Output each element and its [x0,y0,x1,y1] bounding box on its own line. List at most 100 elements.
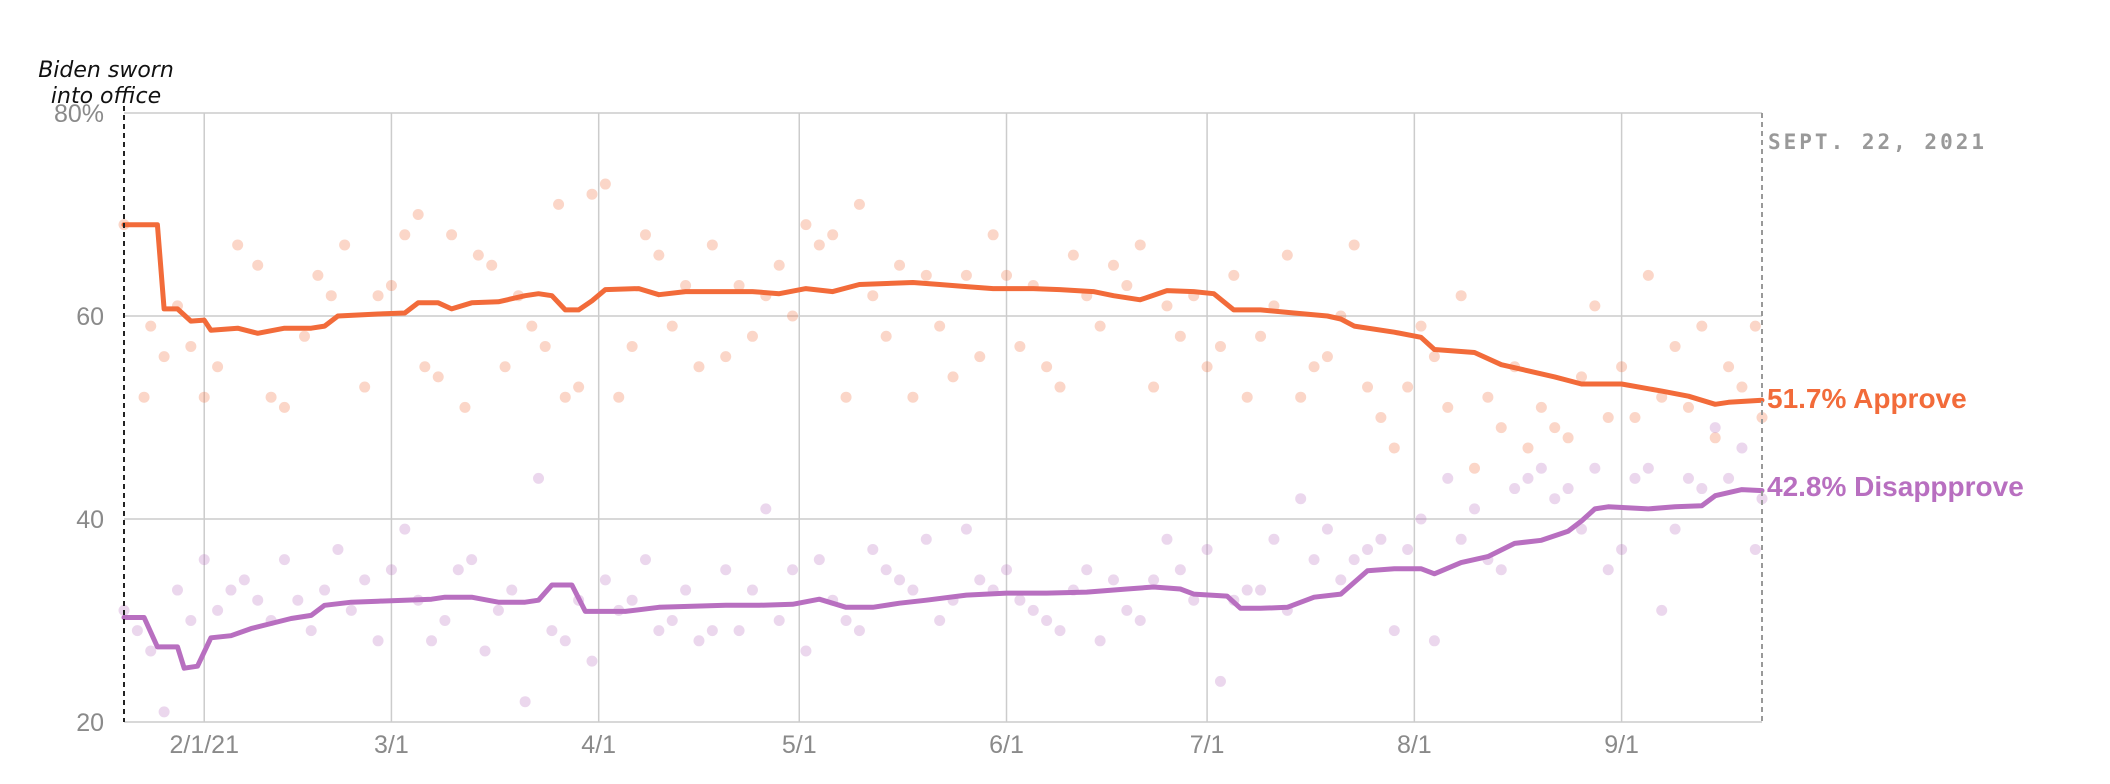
axis-ticks: 20 40 60 80% 2/1/21 3/1 4/1 5/1 6/1 7/1 8/1 9/1 [54,100,1639,759]
approve-poll-dot [974,351,986,363]
approve-poll-dot [1656,391,1668,403]
approve-poll-dot [325,290,337,302]
disapprove-poll-dot [533,472,545,484]
disapprove-poll-dot [479,645,491,657]
disapprove-end-label: 42.8% Disappprove [1767,471,2024,502]
disapprove-poll-dot [586,655,598,667]
approve-poll-dot [800,219,812,231]
disapprove-poll-dot [1308,554,1320,566]
approve-poll-dot [1281,249,1293,261]
approve-poll-dot [1402,381,1414,393]
approve-poll-dot [1214,340,1226,352]
trend-lines [121,222,1765,671]
current-date-label: SEPT. 22, 2021 [1768,130,1987,154]
approve-poll-dot [1616,361,1628,373]
approve-poll-dot [840,391,852,403]
disapprove-poll-dot [1442,472,1454,484]
disapprove-poll-dot [158,706,170,718]
disapprove-poll-dot [1709,422,1721,434]
disapprove-poll-dot [760,503,772,515]
x-tick-label: 8/1 [1397,731,1432,759]
disapprove-poll-dot [1656,604,1668,616]
approve-poll-dot [299,330,311,342]
disapprove-poll-dot [840,615,852,626]
disapprove-poll-dot [1535,462,1547,474]
approve-poll-dot [265,391,277,403]
disapprove-poll-dot [1415,513,1427,525]
y-tick-label: 60 [76,303,104,331]
approve-poll-dot [1736,381,1748,393]
disapprove-poll-dot [185,615,197,626]
approve-poll-dot [907,391,919,403]
disapprove-poll-dot [1148,574,1160,586]
approve-poll-dot [1589,300,1601,312]
disapprove-poll-dot [1081,564,1093,576]
disapprove-poll-dot [1188,594,1200,606]
x-tick-label: 9/1 [1604,731,1639,759]
disapprove-poll-dot [439,615,451,626]
disapprove-poll-dot [171,584,183,596]
disapprove-poll-dot [1255,584,1267,596]
inauguration-label-line1: Biden sworn [38,58,174,83]
y-tick-label: 20 [76,709,104,737]
approve-poll-dot [894,259,906,271]
approve-poll-dot [1388,442,1400,454]
disapprove-poll-dot [599,574,611,586]
disapprove-poll-dot [372,635,384,647]
disapprove-poll-dot [800,645,812,657]
approve-poll-dot [1121,280,1133,292]
approve-poll-dot [446,229,458,241]
disapprove-poll-dot [359,574,371,586]
approve-poll-dot [693,361,705,373]
poll-dots [118,178,1768,718]
approve-poll-dot [746,330,758,342]
approve-poll-dot [145,320,157,332]
approve-poll-dot [158,351,170,363]
disapprove-poll-dot [385,564,397,576]
disapprove-poll-dot [1669,523,1681,535]
approve-poll-dot [1562,432,1574,444]
disapprove-poll-dot [1509,483,1521,495]
disapprove-poll-dot [720,564,732,576]
disapprove-poll-dot [1054,625,1066,637]
disapprove-poll-dot [1214,675,1226,687]
approve-end-label: 51.7% Approve [1767,383,1967,414]
disapprove-poll-dot [934,615,946,626]
approve-poll-dot [539,340,551,352]
approve-poll-dot [472,249,484,261]
disapprove-poll-dot [278,554,290,566]
disapprove-poll-dot [292,594,304,606]
approve-poll-dot [1001,269,1013,281]
disapprove-poll-dot [131,625,143,637]
disapprove-poll-dot [225,584,237,596]
approve-poll-dot [312,269,324,281]
approve-poll-dot [1148,381,1160,393]
disapprove-poll-dot [1756,493,1768,505]
approve-poll-dot [1375,412,1387,423]
approve-poll-dot [1415,320,1427,332]
approve-poll-dot [1428,351,1440,363]
approve-poll-dot [526,320,538,332]
disapprove-poll-dot [145,645,157,657]
disapprove-poll-dot [733,625,745,637]
approve-poll-dot [212,361,224,373]
disapprove-poll-dot [813,554,825,566]
approve-poll-dot [1535,401,1547,413]
disapprove-poll-dot [1041,615,1053,626]
x-tick-label: 3/1 [374,731,409,759]
disapprove-poll-dot [653,625,665,637]
y-tick-label: 40 [76,506,104,534]
approve-poll-dot [680,280,692,292]
approve-poll-dot [1669,340,1681,352]
disapprove-poll-dot [1428,635,1440,647]
disapprove-poll-dot [519,696,531,708]
disapprove-poll-dot [666,615,678,626]
approve-poll-dot [1756,412,1768,423]
approve-poll-dot [1723,361,1735,373]
approve-poll-dot [1696,320,1708,332]
approve-poll-dot [419,361,431,373]
approve-poll-dot [359,381,371,393]
disapprove-poll-dot [1348,554,1360,566]
approve-poll-dot [499,361,511,373]
approve-poll-dot [185,340,197,352]
